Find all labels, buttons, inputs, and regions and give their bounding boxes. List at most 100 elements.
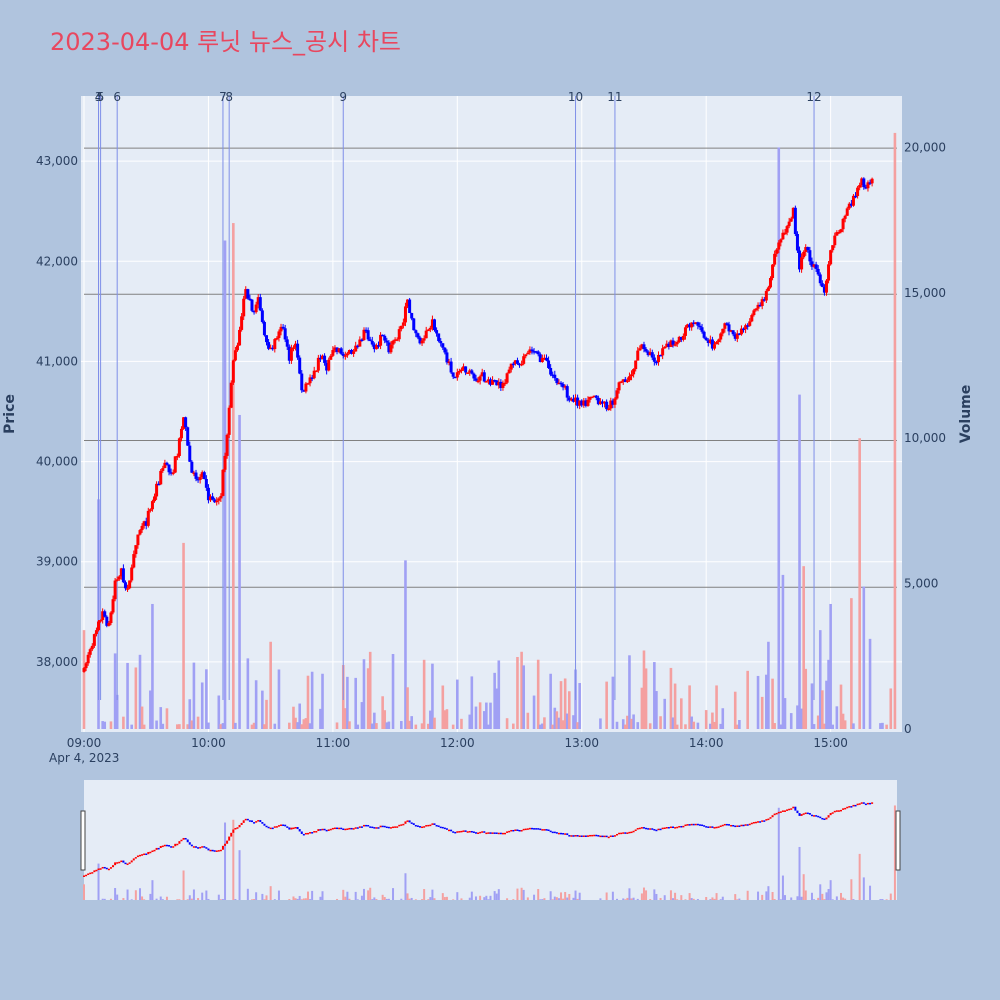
mini-candle <box>294 826 297 829</box>
mini-candle <box>282 824 285 826</box>
candle-body <box>169 472 173 474</box>
mini-volume-bar <box>819 884 822 900</box>
candle-body <box>530 349 534 352</box>
candle-body <box>771 264 775 278</box>
mini-candle <box>638 827 641 830</box>
candle-body <box>192 472 196 475</box>
candle-body <box>86 654 90 664</box>
mini-volume-bar <box>543 898 546 900</box>
candle-body <box>864 187 868 189</box>
candle-body <box>509 363 513 370</box>
volume-bar <box>302 719 306 729</box>
mini-volume-bar <box>354 891 357 900</box>
range-slider-right-handle[interactable] <box>895 810 901 871</box>
candle-body <box>248 298 252 301</box>
candle-body <box>200 472 204 478</box>
volume-bar <box>798 394 801 729</box>
volume-bar <box>636 722 640 729</box>
volume-bar <box>825 680 828 729</box>
candle-body <box>414 330 418 334</box>
mini-candle <box>653 829 656 831</box>
volume-bar <box>373 712 376 729</box>
candle-body <box>824 280 828 293</box>
candle-body <box>209 496 213 501</box>
mini-volume-bar <box>130 899 133 900</box>
range-slider-left-handle[interactable] <box>80 810 86 871</box>
mini-volume-bar <box>881 899 884 900</box>
volume-tick-label: 0 <box>904 722 912 736</box>
volume-bar <box>182 542 185 729</box>
mini-candle <box>356 827 359 829</box>
mini-volume-bar <box>827 889 830 900</box>
mini-volume-bar <box>344 896 347 900</box>
mini-candle <box>657 828 660 831</box>
mini-volume-bar <box>715 893 718 900</box>
candle-body <box>433 319 437 331</box>
volume-bar <box>555 711 559 729</box>
candle-body <box>472 373 476 379</box>
mini-volume-bar <box>512 899 515 900</box>
candle-body <box>580 400 584 406</box>
candle-body <box>252 310 256 313</box>
volume-bar <box>205 669 208 729</box>
volume-bar <box>161 723 165 729</box>
mini-volume-bar <box>423 889 426 900</box>
candle-body <box>90 645 94 650</box>
candle-body <box>165 462 169 465</box>
mini-volume-bar <box>161 899 164 900</box>
candle-body <box>194 472 198 479</box>
candle-body <box>221 469 225 496</box>
mini-candle <box>163 844 166 847</box>
mini-candle <box>794 806 797 811</box>
volume-bar <box>300 724 304 729</box>
mini-candle <box>535 828 538 830</box>
mini-volume-bar <box>869 885 872 900</box>
mini-candle <box>777 811 780 814</box>
mini-volume-bar <box>367 890 370 900</box>
volume-bar <box>400 721 403 729</box>
mini-candle <box>306 832 309 835</box>
mini-candle <box>528 827 531 830</box>
volume-bar <box>391 654 395 729</box>
candle-body <box>260 310 264 322</box>
range-slider-background[interactable] <box>84 780 897 900</box>
candle-body <box>435 330 439 334</box>
mini-candle <box>694 823 697 826</box>
mini-volume-bar <box>690 898 693 900</box>
candle-body <box>804 247 808 252</box>
candle-body <box>111 599 115 613</box>
volume-bar <box>746 670 749 729</box>
volume-bar <box>536 659 540 729</box>
mini-volume-bar <box>414 899 417 900</box>
mini-candle <box>311 832 314 834</box>
mini-candle <box>213 850 216 852</box>
volume-bar <box>626 715 629 729</box>
candle-body <box>161 468 165 471</box>
mini-candle <box>176 843 179 846</box>
candle-body <box>223 455 227 470</box>
candle-body <box>513 360 517 364</box>
time-tick-label: 13:00 <box>564 736 599 750</box>
mini-candle <box>551 831 554 834</box>
mini-volume-bar <box>840 892 843 900</box>
candle-body <box>787 221 791 227</box>
mini-candle <box>810 814 813 817</box>
event-label: 5 <box>97 90 105 104</box>
mini-candle <box>400 824 403 826</box>
mini-volume-bar <box>626 897 629 900</box>
mini-candle <box>226 840 229 844</box>
candle-body <box>775 249 779 254</box>
mini-volume-bar <box>288 898 291 900</box>
candle-body <box>244 289 248 299</box>
mini-candle <box>827 815 830 818</box>
candle-body <box>710 339 714 349</box>
volume-bar <box>101 721 104 729</box>
mini-candle <box>358 826 361 828</box>
mini-volume-bar <box>624 899 627 900</box>
candle-body <box>520 363 524 366</box>
mini-candle <box>323 828 326 831</box>
mini-candle <box>396 826 399 828</box>
candle-body <box>275 338 279 340</box>
volume-bar <box>126 662 129 729</box>
candle-body <box>511 363 515 366</box>
